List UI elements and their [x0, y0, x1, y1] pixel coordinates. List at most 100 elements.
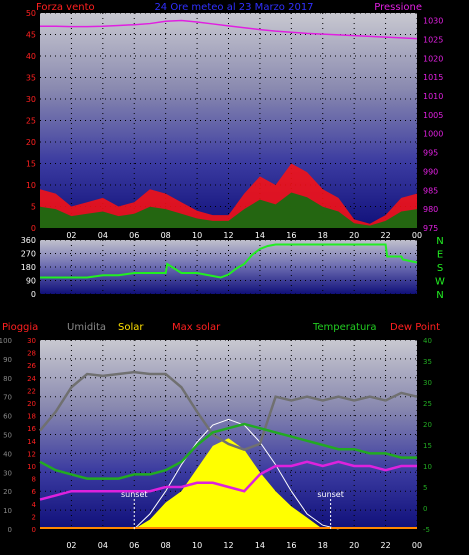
legend-label: Temperatura [312, 322, 377, 333]
rain-solar-series [39, 370, 418, 530]
temperature-tick-label: 10 [423, 463, 432, 471]
temperature-tick-label: 0 [423, 505, 427, 513]
temperature-tick-label: 5 [423, 484, 427, 492]
rain-solar-time-ticks: 02 04 06 08 10 12 14 16 18 20 22 00 [66, 541, 422, 550]
time-tick-label: 04 [98, 231, 108, 240]
humidity-tick-label: 100 [0, 337, 12, 345]
rain-tick-label: 24 [27, 375, 36, 383]
wind-direction-line [40, 243, 418, 279]
legend-label: Umidita [67, 322, 106, 333]
wind-tick-label: 30 [26, 95, 36, 104]
time-tick-label: 10 [192, 541, 202, 550]
wind-tick-label: 10 [26, 181, 36, 190]
time-tick-label: 16 [286, 231, 296, 240]
pressure-tick-label: 1020 [423, 54, 443, 63]
pressure-tick-label: 1030 [423, 17, 443, 26]
pressure-tick-label: 995 [423, 149, 438, 158]
rain-tick-label: 10 [27, 463, 36, 471]
rain-tick-label: 14 [27, 438, 36, 446]
direction-tick-label: 270 [21, 250, 36, 259]
humidity-tick-label: 40 [3, 450, 12, 458]
direction-tick-label: 360 [21, 236, 36, 245]
pressure-tick-label: 980 [423, 205, 438, 214]
wind-pressure-time-ticks: 02 04 06 08 10 12 14 16 18 20 22 00 [66, 231, 422, 240]
humidity-tick-label: 10 [3, 507, 12, 515]
time-tick-label: 04 [98, 541, 108, 550]
direction-tick-label: 0 [31, 290, 36, 299]
rain-tick-label: 26 [27, 362, 36, 370]
legend-label: Dew Point [390, 322, 440, 333]
pressure-line [40, 19, 418, 40]
pressure-tick-label: 1010 [423, 92, 443, 101]
humidity-tick-label: 50 [3, 432, 12, 440]
solar-area [134, 438, 339, 529]
wind-tick-label: 45 [26, 31, 36, 40]
pressure-tick-label: 985 [423, 186, 438, 195]
wind-average-area [40, 192, 417, 228]
compass-label: E [437, 250, 443, 261]
wind-tick-label: 25 [26, 117, 36, 126]
wind-tick-label: 15 [26, 160, 36, 169]
time-tick-label: 18 [318, 231, 328, 240]
wind-axis-ticks: 0 5 10 15 20 25 30 35 40 45 50 [26, 9, 36, 233]
rain-tick-label: 18 [27, 413, 36, 421]
pressure-axis-ticks: 975 980 985 990 995 1000 1005 1010 1015 1020 1025 1… [423, 17, 443, 233]
compass-label: N [436, 290, 443, 301]
rain-tick-label: 28 [27, 350, 36, 358]
time-tick-label: 22 [380, 231, 390, 240]
pressure-series [40, 19, 418, 40]
pressure-tick-label: 990 [423, 167, 438, 176]
wind-tick-label: 40 [26, 52, 36, 61]
time-tick-label: 02 [66, 231, 76, 240]
rain-tick-label: 0 [32, 526, 36, 534]
legend-label: Pioggia [2, 322, 38, 333]
temperature-tick-label: 30 [423, 379, 432, 387]
sunset-label: sunset [317, 490, 344, 499]
humidity-tick-label: 20 [3, 488, 12, 496]
compass-label: S [437, 263, 443, 274]
time-tick-label: 14 [255, 231, 265, 240]
rain-tick-label: 4 [32, 501, 37, 509]
sunset-annotations: sunset sunset [121, 490, 344, 529]
time-tick-label: 18 [318, 541, 328, 550]
compass-label: W [435, 277, 445, 288]
temperature-line [39, 422, 417, 480]
time-tick-label: 12 [223, 541, 233, 550]
chart-title: 24 Ore meteo al 23 Marzo 2017 [154, 2, 313, 13]
rain-tick-label: 22 [27, 387, 36, 395]
bottom-chart-legend: Pioggia Umidita Solar Max solar Temperatura D… [2, 322, 440, 333]
humidity-tick-label: 60 [3, 413, 12, 421]
wind-tick-label: 20 [26, 138, 36, 147]
time-tick-label: 00 [412, 541, 422, 550]
pressure-tick-label: 1000 [423, 130, 443, 139]
dew-point-line [39, 460, 417, 501]
humidity-tick-label: 30 [3, 469, 12, 477]
wind-tick-label: 0 [31, 224, 36, 233]
time-tick-label: 20 [349, 541, 359, 550]
direction-tick-label: 90 [26, 277, 36, 286]
time-tick-label: 12 [223, 231, 233, 240]
temperature-tick-label: 20 [423, 421, 432, 429]
humidity-tick-label: 70 [3, 394, 12, 402]
time-tick-label: 06 [129, 231, 139, 240]
temperature-tick-label: 35 [423, 358, 432, 366]
rain-tick-label: 30 [27, 337, 36, 345]
rain-tick-label: 20 [27, 400, 36, 408]
legend-label: Solar [118, 322, 144, 333]
rain-tick-label: 2 [32, 513, 36, 521]
humidity-tick-label: 0 [8, 526, 12, 534]
time-tick-label: 14 [255, 541, 265, 550]
pressure-tick-label: 1015 [423, 73, 443, 82]
temperature-tick-label: -5 [423, 526, 430, 534]
temperature-tick-label: 25 [423, 400, 432, 408]
wind-direction-axis-ticks: 0 90 180 270 360 [21, 236, 36, 299]
pressure-tick-label: 1005 [423, 111, 443, 120]
wind-tick-label: 50 [26, 9, 36, 18]
time-tick-label: 10 [192, 231, 202, 240]
time-tick-label: 08 [161, 541, 171, 550]
pressure-tick-label: 975 [423, 224, 438, 233]
wind-tick-label: 35 [26, 74, 36, 83]
legend-label: Max solar [172, 322, 221, 333]
